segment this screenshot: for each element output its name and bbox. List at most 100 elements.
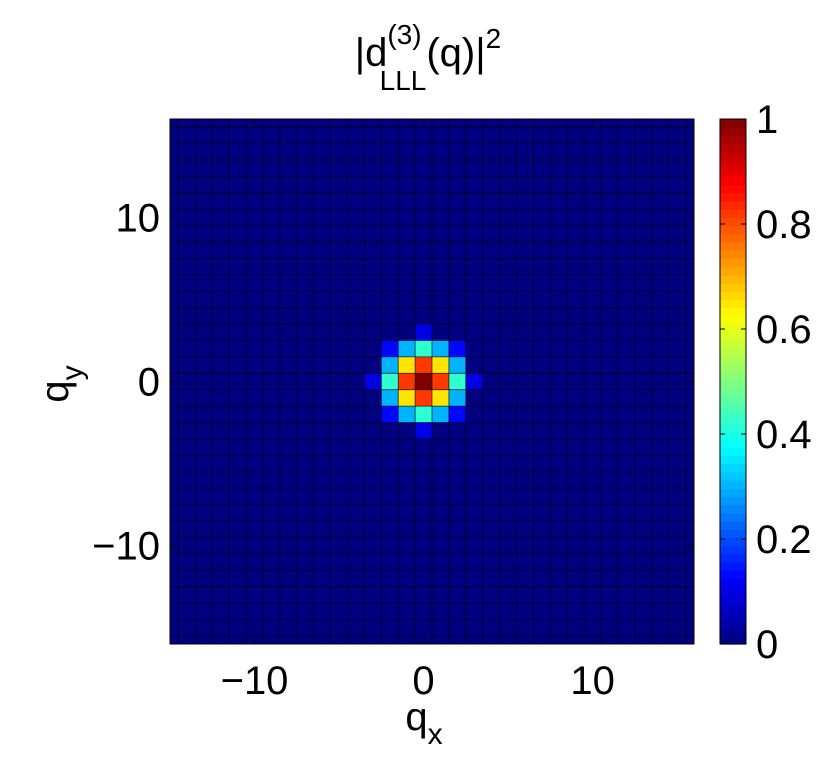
colorbar-tick-label: 0 xyxy=(756,623,778,667)
colorbar-tick-label: 0.8 xyxy=(756,203,812,247)
title-middle: (q)| xyxy=(426,31,485,75)
y-axis-label-base: q xyxy=(33,380,77,402)
colorbar-band xyxy=(720,242,746,251)
colorbar-band xyxy=(720,594,746,604)
heatmap-cell xyxy=(448,356,466,374)
y-tick-label: 10 xyxy=(116,196,161,240)
heatmap-cell xyxy=(381,389,399,407)
heatmap-cell xyxy=(415,389,432,407)
colorbar-band xyxy=(720,471,746,481)
colorbar-band xyxy=(720,496,746,506)
colorbar-band xyxy=(720,176,746,186)
y-axis-label-sub: y xyxy=(56,365,89,380)
colorbar-band xyxy=(720,463,746,473)
colorbar-band xyxy=(720,602,746,612)
heatmap-cell xyxy=(432,340,449,357)
colorbar-tick-label: 0.2 xyxy=(756,518,812,562)
heatmap-cell xyxy=(415,373,432,390)
colorbar-band xyxy=(720,201,746,210)
colorbar-band xyxy=(720,504,746,514)
colorbar-band xyxy=(720,119,746,128)
colorbar-band xyxy=(720,209,746,219)
heatmap-cell xyxy=(398,340,416,357)
heatmap-cell xyxy=(415,340,432,357)
heatmap-cell xyxy=(398,389,416,407)
y-axis: −10 0 10 xyxy=(92,196,694,569)
colorbar-band xyxy=(720,619,746,629)
y-tick-label: −10 xyxy=(92,525,160,569)
heatmap-cell xyxy=(432,373,449,390)
colorbar-band xyxy=(720,283,746,292)
colorbar-band xyxy=(720,561,746,571)
x-tick-label: −10 xyxy=(221,659,289,703)
colorbar-band xyxy=(720,447,746,456)
colorbar-band xyxy=(720,135,746,145)
title-power: 2 xyxy=(486,23,502,54)
heatmap-cell xyxy=(448,406,466,423)
colorbar-band xyxy=(720,586,746,596)
x-axis-label-sub: x xyxy=(428,718,443,751)
heatmap-plot-area xyxy=(170,119,694,644)
colorbar-band xyxy=(720,274,746,284)
x-axis-label-base: q xyxy=(405,695,427,739)
colorbar-frame xyxy=(719,118,747,645)
y-axis-label: qy xyxy=(33,365,89,402)
colorbar-band xyxy=(720,373,746,383)
heatmap-cell xyxy=(381,373,399,390)
colorbar-band xyxy=(720,414,746,424)
heatmap-cell xyxy=(432,406,449,423)
colorbar-band xyxy=(720,381,746,391)
heatmap-cell xyxy=(432,356,449,374)
heatmap-cell xyxy=(415,422,432,439)
colorbar-band xyxy=(720,356,746,366)
x-axis-label: qx xyxy=(405,695,442,751)
heatmap-cell xyxy=(432,389,449,407)
colorbar-tick-label: 1 xyxy=(756,98,778,142)
x-tick-label: 10 xyxy=(570,659,615,703)
heatmap-cell xyxy=(415,406,432,423)
heatmap-cell xyxy=(415,356,432,374)
colorbar-band xyxy=(720,635,746,645)
colorbar-band xyxy=(720,611,746,620)
colorbar-band xyxy=(720,406,746,415)
colorbar-band xyxy=(720,143,746,153)
colorbar-band xyxy=(720,266,746,276)
colorbar-band xyxy=(720,389,746,399)
heatmap-cell xyxy=(398,356,416,374)
colorbar-tick-label: 0.6 xyxy=(756,308,812,352)
heatmap-cell xyxy=(381,340,399,357)
colorbar-band xyxy=(720,233,746,243)
heatmap-cell xyxy=(381,406,399,423)
heatmap-cell xyxy=(448,389,466,407)
heatmap-cell xyxy=(398,373,416,390)
heatmap-cell xyxy=(398,406,416,423)
colorbar-band xyxy=(720,127,746,137)
colorbar-band xyxy=(720,250,746,260)
colorbar-band xyxy=(720,537,746,547)
colorbar-band xyxy=(720,422,746,432)
colorbar-band xyxy=(720,160,746,169)
colorbar-band xyxy=(720,340,746,350)
colorbar-band xyxy=(720,545,746,555)
colorbar-band xyxy=(720,307,746,317)
title-subscript: LLL xyxy=(380,65,427,96)
colorbar-band xyxy=(720,529,746,538)
heatmap-cell xyxy=(381,356,399,374)
title-superscript: (3) xyxy=(387,19,421,50)
colorbar-band xyxy=(720,512,746,522)
colorbar-band xyxy=(720,299,746,309)
colorbar-band xyxy=(720,455,746,465)
colorbar-band xyxy=(720,488,746,497)
heatmap-cell xyxy=(364,373,382,390)
colorbar-band xyxy=(720,430,746,440)
heatmap-gridlines xyxy=(170,119,694,644)
colorbar-band xyxy=(720,570,746,579)
chart-title: |d(3) LLL(q)|2 xyxy=(355,19,501,96)
heatmap-cell xyxy=(415,324,432,341)
colorbar-band xyxy=(720,315,746,325)
colorbar-band xyxy=(720,438,746,448)
colorbar-band xyxy=(720,397,746,407)
colorbar-band xyxy=(720,184,746,194)
colorbar-band xyxy=(720,217,746,227)
